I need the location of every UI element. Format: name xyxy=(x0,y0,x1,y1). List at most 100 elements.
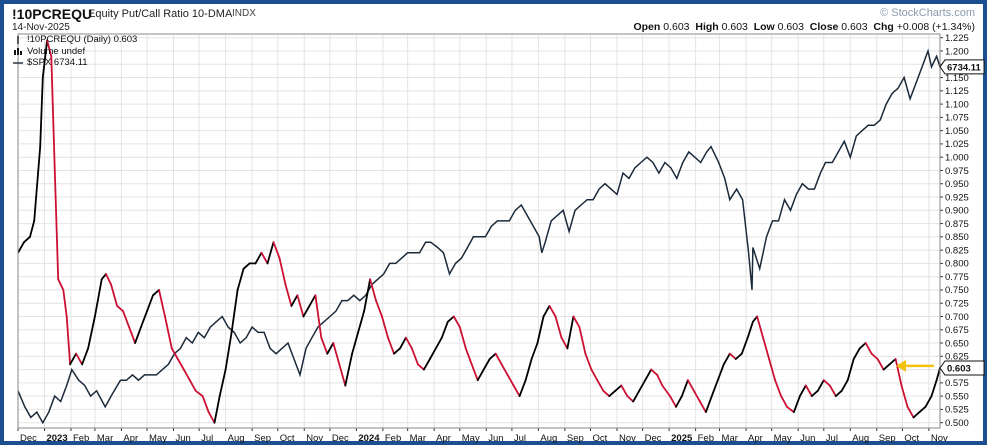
ratio-segment xyxy=(39,76,44,148)
ratio-segment xyxy=(57,278,65,291)
y-tick-label: 0.875 xyxy=(945,219,969,230)
chart-legend: !10PCREQU (Daily) 0.603 Volume undef $SP… xyxy=(13,34,137,69)
ratio-segment xyxy=(638,379,647,392)
y-tick-label: 0.675 xyxy=(945,325,969,336)
x-tick-label: Dec xyxy=(332,433,349,444)
x-tick-label: Jun xyxy=(176,433,191,444)
line-icon xyxy=(13,62,23,64)
ratio-segment xyxy=(213,395,221,424)
ratio-segment xyxy=(176,358,185,371)
grid-lines xyxy=(17,34,940,428)
x-tick-label: Dec xyxy=(645,433,662,444)
ratio-segment xyxy=(326,342,335,355)
ratio-segment xyxy=(272,241,281,260)
x-tick-label: Feb xyxy=(698,433,714,444)
svg-text:6734.11: 6734.11 xyxy=(947,62,982,73)
ratio-segment xyxy=(404,336,413,350)
y-tick-label: 1.100 xyxy=(945,99,969,110)
ratio-segment xyxy=(852,347,861,360)
ratio-segment xyxy=(254,251,263,265)
ratio-segment xyxy=(632,389,641,403)
ohlc-readout: Open 0.603 High 0.603 Low 0.603 Close 0.… xyxy=(633,21,975,33)
x-tick-label: Apr xyxy=(748,433,763,444)
x-tick-label: Aug xyxy=(540,433,557,444)
ratio-segment xyxy=(218,368,227,398)
ratio-segment xyxy=(53,166,60,281)
x-tick-label: Jun xyxy=(488,433,503,444)
ratio-segment xyxy=(290,294,299,307)
ratio-segment xyxy=(399,336,407,350)
ratio-segment xyxy=(128,326,137,344)
ratio-segment xyxy=(122,310,131,329)
ratio-segment xyxy=(428,347,437,360)
ratio-segment xyxy=(87,315,96,350)
ratio-segment xyxy=(912,411,921,419)
x-tick-label: Nov xyxy=(306,433,323,444)
ratio-segment xyxy=(876,358,885,371)
ratio-segment xyxy=(69,352,77,366)
y-tick-label: 0.900 xyxy=(945,206,969,217)
ratio-segment xyxy=(266,241,275,265)
x-tick-label: May xyxy=(462,433,480,444)
x-tick-label: Sep xyxy=(879,433,896,444)
spx-series-line xyxy=(18,48,940,425)
chart-description: Equity Put/Call Ratio 10-DMA xyxy=(88,8,233,20)
chg-label: Chg xyxy=(873,21,894,33)
ratio-segment xyxy=(846,358,855,382)
ratio-segment xyxy=(626,395,635,403)
ratio-segment xyxy=(661,384,671,398)
ratio-segment xyxy=(524,358,533,382)
x-tick-label: Apr xyxy=(123,433,138,444)
arrow-annotation xyxy=(896,359,934,372)
y-tick-label: 0.975 xyxy=(945,166,969,177)
ratio-segment xyxy=(675,395,683,408)
x-tick-label: 2024 xyxy=(358,433,380,444)
high-value: 0.603 xyxy=(721,21,748,33)
brand-watermark[interactable]: © StockCharts.com xyxy=(880,7,975,19)
ratio-segment xyxy=(344,352,354,387)
y-tick-label: 0.700 xyxy=(945,312,969,323)
x-tick-label: Mar xyxy=(410,433,426,444)
ratio-segment xyxy=(722,352,731,366)
chart-panel xyxy=(4,4,983,441)
ratio-segment xyxy=(224,331,233,371)
ratio-segment xyxy=(799,384,807,398)
ratio-segment xyxy=(710,379,719,398)
ratio-segment xyxy=(906,405,915,419)
ratio-segment xyxy=(746,320,754,339)
ratio-segment xyxy=(566,315,575,350)
axes: 0.5000.5250.5500.5750.6000.6250.6500.675… xyxy=(17,33,985,444)
ratio-segment xyxy=(793,395,801,414)
ratio-segment xyxy=(762,336,770,360)
ratio-segment xyxy=(296,294,305,318)
y-tick-label: 0.825 xyxy=(945,245,969,256)
ratio-segment xyxy=(888,358,897,366)
legend-item-volume[interactable]: Volume undef xyxy=(13,46,137,58)
ratio-segment xyxy=(140,310,148,329)
ratio-segment xyxy=(614,384,623,392)
ratio-segment xyxy=(375,299,383,318)
ratio-segment xyxy=(482,358,491,371)
close-label: Close xyxy=(809,21,839,33)
x-tick-label: Sep xyxy=(567,433,584,444)
ratio-segment xyxy=(882,363,891,371)
x-tick-label: 2023 xyxy=(46,433,67,444)
ratio-segment xyxy=(620,384,629,398)
legend-item-spx[interactable]: $SPX 6734.11 xyxy=(13,57,137,69)
legend-label-spx: $SPX 6734.11 xyxy=(27,57,88,68)
ratio-segment xyxy=(146,294,154,313)
ratio-segment xyxy=(464,347,473,366)
ratio-segment xyxy=(152,288,160,297)
y-tick-label: 0.625 xyxy=(945,352,969,363)
ratio-segment xyxy=(458,326,467,350)
low-label: Low xyxy=(753,21,775,33)
y-tick-label: 1.050 xyxy=(945,126,969,137)
high-label: High xyxy=(695,21,719,33)
legend-item-ratio[interactable]: !10PCREQU (Daily) 0.603 xyxy=(13,34,137,46)
ratio-segment xyxy=(332,342,341,366)
ratio-segment xyxy=(590,368,599,382)
x-tick-label: Jul xyxy=(514,433,526,444)
x-tick-label: Nov xyxy=(931,433,948,444)
y-tick-label: 0.550 xyxy=(945,391,969,402)
